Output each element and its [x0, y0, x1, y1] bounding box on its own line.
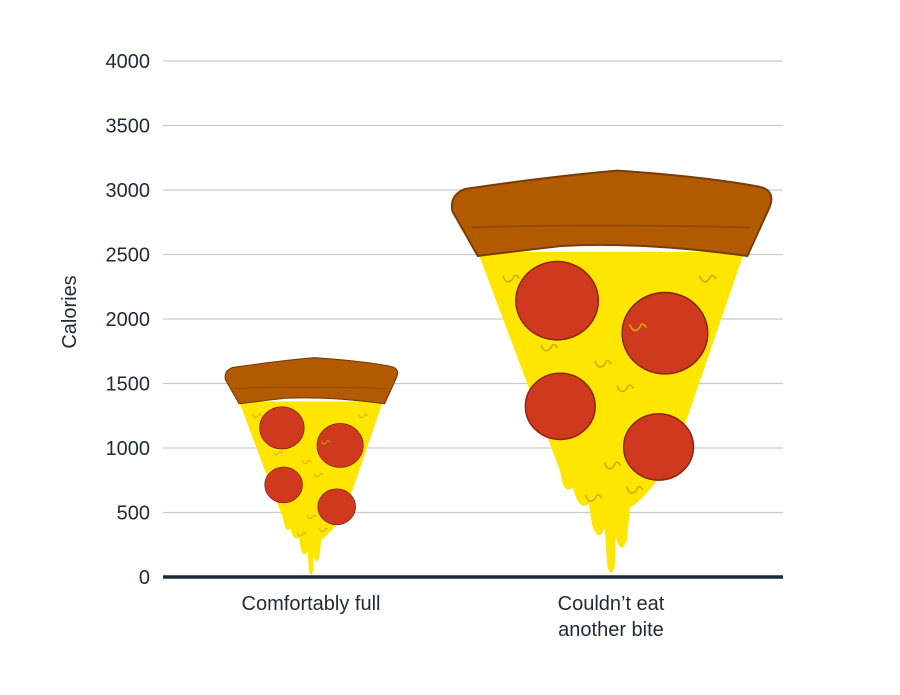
- crust-detail: [471, 224, 751, 229]
- y-tick-label: 1000: [106, 438, 151, 460]
- pepperoni: [621, 291, 709, 375]
- crust: [224, 357, 399, 405]
- cheese-texture: [307, 514, 317, 519]
- y-tick-label: 0: [139, 567, 150, 589]
- cheese-texture: [502, 274, 520, 283]
- y-tick-label: 4000: [106, 51, 151, 73]
- pepperoni: [264, 466, 303, 504]
- cheese-texture: [699, 274, 717, 283]
- cheese-texture: [319, 527, 329, 533]
- pepperoni: [259, 406, 305, 450]
- pizza-slice-marks: [224, 169, 773, 575]
- pizza-slice-couldnt-eat-another-bite: [450, 169, 773, 573]
- y-tick-labels: 0 500 1000 1500 2000 2500 3000 3500 4000: [106, 51, 151, 589]
- cheese-texture: [603, 461, 622, 470]
- y-tick-label: 2500: [106, 245, 151, 267]
- pepperoni: [524, 372, 596, 441]
- y-tick-label: 3500: [106, 116, 151, 138]
- y-axis-title: Calories: [59, 275, 81, 348]
- cheese-texture: [313, 472, 324, 478]
- pepperoni: [316, 423, 364, 468]
- pizza-slice-comfortably-full: [224, 357, 399, 575]
- crust-detail: [235, 386, 387, 389]
- cheese-texture: [302, 459, 312, 465]
- category-label-line: another bite: [558, 619, 664, 641]
- cheese-texture: [272, 451, 283, 456]
- y-tick-label: 2000: [106, 309, 151, 331]
- cheese-texture: [616, 384, 634, 393]
- cheese-texture: [358, 413, 368, 419]
- category-label-line: Comfortably full: [242, 593, 381, 615]
- category-labels: Comfortably full Couldn’t eat another bite: [242, 593, 665, 641]
- pepperoni: [622, 413, 695, 481]
- y-tick-label: 3000: [106, 180, 151, 202]
- category-label-line: Couldn’t eat: [558, 593, 665, 615]
- category-label: Couldn’t eat another bite: [558, 593, 665, 641]
- category-label: Comfortably full: [242, 593, 381, 615]
- cheese-texture: [629, 323, 647, 332]
- cheese-texture: [594, 359, 612, 368]
- cheese-texture: [320, 440, 331, 445]
- cheese-texture: [584, 493, 603, 502]
- cheese-texture: [252, 413, 262, 419]
- pepperoni: [515, 260, 600, 341]
- cheese-texture: [626, 485, 644, 494]
- y-tick-label: 1500: [106, 374, 151, 396]
- crust: [450, 169, 773, 258]
- cheese-texture: [540, 343, 558, 352]
- y-tick-label: 500: [117, 503, 150, 525]
- cheese-texture: [296, 532, 307, 537]
- pepperoni: [317, 488, 356, 526]
